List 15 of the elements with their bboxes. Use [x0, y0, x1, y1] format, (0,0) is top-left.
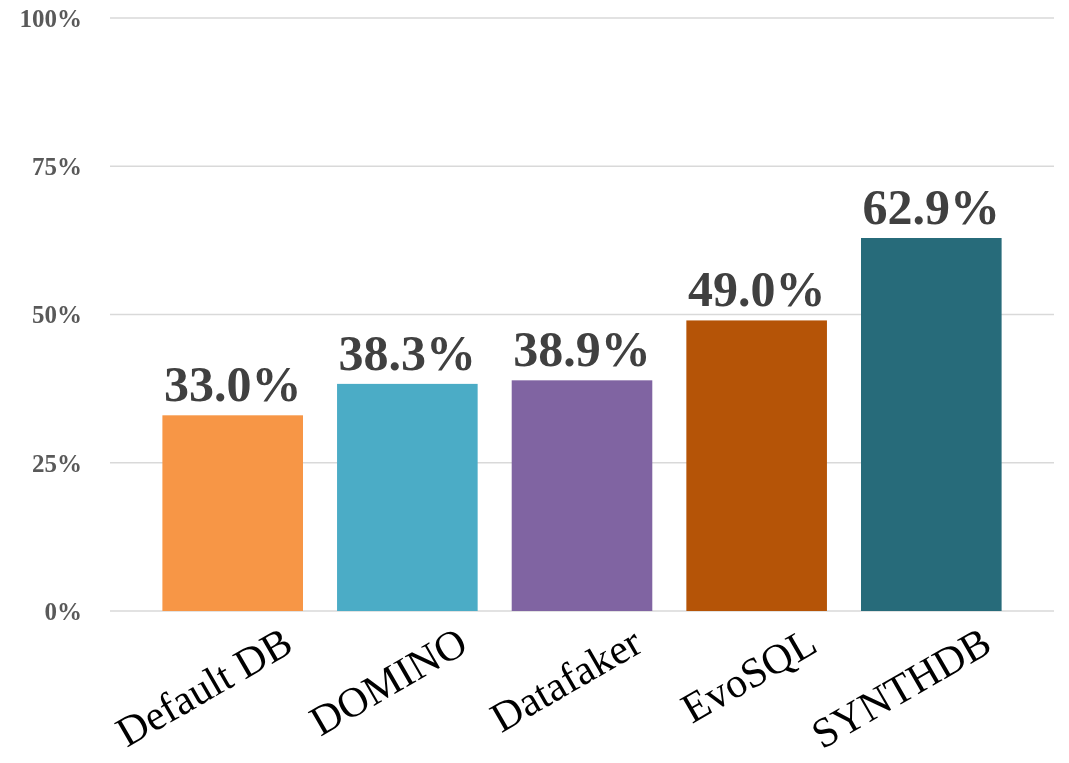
data-label: 38.3%: [338, 324, 477, 381]
data-label: 62.9%: [862, 179, 1001, 235]
bar: [861, 238, 1002, 611]
y-tick-label: 75%: [32, 153, 82, 180]
bar: [686, 320, 827, 611]
bar: [337, 383, 478, 611]
y-tick-label: 0%: [44, 597, 82, 625]
bar: [511, 380, 653, 611]
bar: [162, 415, 303, 611]
y-tick-label: 50%: [32, 301, 82, 329]
data-label: 33.0%: [163, 356, 302, 413]
data-label: 38.9%: [513, 321, 651, 378]
y-tick-label: 100%: [19, 4, 82, 32]
y-tick-label: 25%: [32, 449, 82, 477]
data-label: 49.0%: [687, 261, 826, 318]
